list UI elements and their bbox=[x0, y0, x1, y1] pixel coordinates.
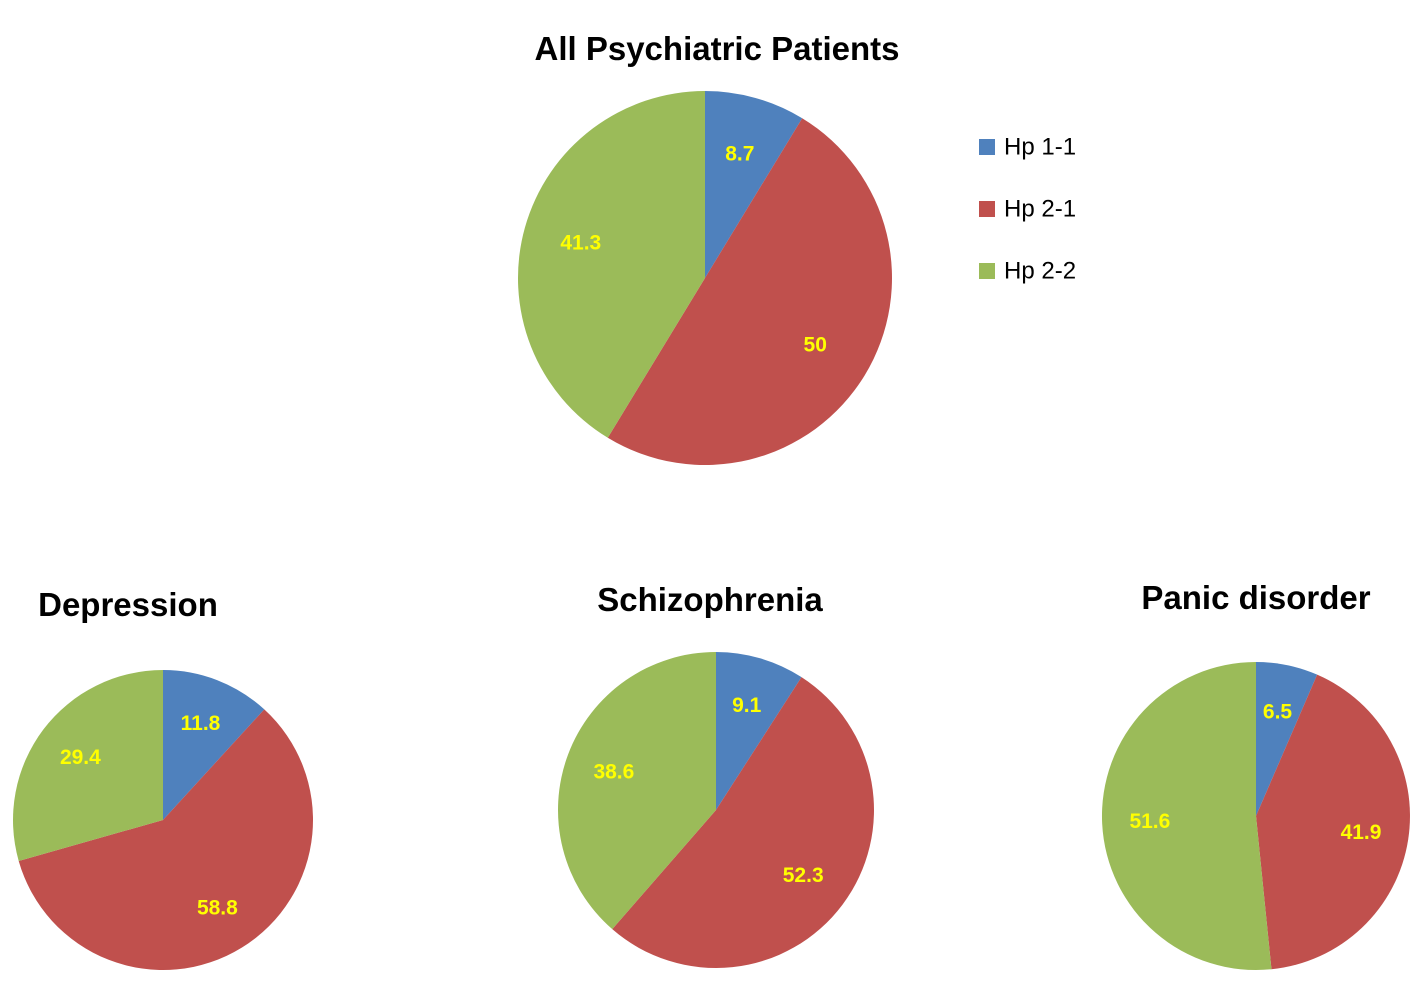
all-psychiatric-patients-label-hp-1-1: 8.7 bbox=[725, 142, 754, 165]
panic-disorder-slice-hp-1-1 bbox=[1256, 662, 1318, 816]
panic-disorder-slice-hp-2-1 bbox=[1256, 674, 1410, 970]
legend-label-hp-2-2: Hp 2-2 bbox=[1004, 258, 1076, 285]
schizophrenia-pie: Schizophrenia 9.1 52.3 38.6 bbox=[558, 581, 874, 968]
depression-title: Depression bbox=[38, 586, 218, 623]
schizophrenia-slice-hp-1-1 bbox=[716, 652, 802, 810]
legend-label-hp-2-1: Hp 2-1 bbox=[1004, 196, 1076, 223]
legend-swatch-hp-2-2 bbox=[979, 263, 995, 279]
depression-slice-hp-2-1 bbox=[18, 709, 314, 971]
depression-slice-hp-2-2 bbox=[13, 670, 163, 861]
panic-disorder-slice-hp-2-2 bbox=[1101, 662, 1272, 970]
depression-label-hp-2-2: 29.4 bbox=[60, 746, 101, 769]
all-psychiatric-patients-label-hp-2-1: 50 bbox=[804, 334, 827, 357]
panic-disorder-label-hp-2-2: 51.6 bbox=[1129, 810, 1170, 833]
all-psychiatric-patients-slice-hp-2-2 bbox=[517, 91, 705, 438]
schizophrenia-slice-hp-2-1 bbox=[612, 677, 874, 968]
all-psychiatric-patients-slice-hp-2-1 bbox=[607, 118, 893, 466]
panic-disorder-pie: Panic disorder 6.5 41.9 51.6 bbox=[1101, 579, 1410, 970]
all-psychiatric-patients-slice-hp-1-1 bbox=[705, 91, 803, 278]
depression-slice-hp-1-1 bbox=[163, 670, 265, 820]
schizophrenia-label-hp-1-1: 9.1 bbox=[732, 694, 762, 717]
all-psychiatric-patients-pie: All Psychiatric Patients 8.7 50 41.3 bbox=[517, 30, 900, 466]
depression-label-hp-2-1: 58.8 bbox=[197, 897, 238, 920]
all-psychiatric-patients-label-hp-2-2: 41.3 bbox=[560, 232, 601, 255]
legend-swatch-hp-1-1 bbox=[979, 139, 995, 155]
legend-swatch-hp-2-1 bbox=[979, 201, 995, 217]
depression-pie: Depression 11.8 58.8 29.4 bbox=[13, 586, 314, 971]
schizophrenia-label-hp-2-2: 38.6 bbox=[593, 760, 634, 783]
depression-label-hp-1-1: 11.8 bbox=[181, 712, 221, 735]
legend-label-hp-1-1: Hp 1-1 bbox=[1004, 134, 1076, 161]
panic-disorder-label-hp-2-1: 41.9 bbox=[1341, 821, 1382, 844]
all-psychiatric-patients-title: All Psychiatric Patients bbox=[535, 30, 900, 67]
schizophrenia-label-hp-2-1: 52.3 bbox=[783, 864, 824, 887]
legend: Hp 1-1 Hp 2-1 Hp 2-2 bbox=[979, 134, 1076, 285]
panic-disorder-label-hp-1-1: 6.5 bbox=[1263, 700, 1293, 723]
schizophrenia-title: Schizophrenia bbox=[597, 581, 823, 618]
schizophrenia-slice-hp-2-2 bbox=[558, 652, 716, 930]
panic-disorder-title: Panic disorder bbox=[1141, 579, 1370, 616]
